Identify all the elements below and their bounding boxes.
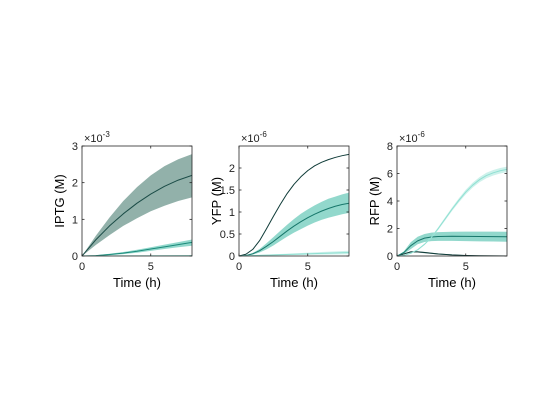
y-axis-label: IPTG (M): [52, 174, 67, 227]
plot-area: [239, 153, 349, 256]
y-tick-label: 3: [72, 141, 78, 153]
y-tick-label: 0: [387, 251, 393, 263]
series-line-2: [239, 202, 349, 256]
plot-area: [397, 166, 507, 256]
exponent-label: ×10-6: [241, 130, 267, 145]
x-tick-label: 0: [79, 261, 85, 273]
y-tick-label: 4: [387, 196, 393, 208]
confidence-band-1: [82, 154, 192, 256]
y-tick-label: 1.5: [220, 185, 235, 197]
series-line-1: [239, 153, 349, 256]
y-tick-label: 2: [72, 178, 78, 190]
exponent-power: -3: [103, 130, 111, 139]
exponent-power: -6: [418, 130, 426, 139]
series-line-2: [397, 235, 507, 256]
chart-panel-1: 0 5 0 1 2 3 ×10-3 Time (h) IPTG (M): [52, 130, 193, 290]
y-axis-label: RFP (M): [367, 177, 382, 226]
y-tick-label: 0.5: [220, 229, 235, 241]
y-tick-label: 1: [72, 214, 78, 226]
exponent-label: ×10-3: [84, 130, 110, 145]
series-line-3: [397, 168, 507, 256]
exponent-label: ×10-6: [399, 130, 425, 145]
y-tick-label: 1: [229, 207, 235, 219]
x-axis-label: Time (h): [270, 275, 318, 290]
x-tick-label: 5: [305, 261, 311, 273]
x-tick-label: 0: [236, 261, 242, 273]
x-axis-label: Time (h): [428, 275, 476, 290]
x-tick-label: 0: [394, 261, 400, 273]
series-line-1: [82, 174, 192, 256]
y-tick-label: 8: [387, 141, 393, 153]
x-tick-label: 5: [148, 261, 154, 273]
x-tick-label: 5: [463, 261, 469, 273]
series-line-3: [239, 251, 349, 256]
y-tick-label: 6: [387, 169, 393, 181]
y-tick-label: 2: [229, 163, 235, 175]
series-line-2: [82, 241, 192, 256]
chart-panel-3: 0 5 0 2 4 6 8 ×10-6 Time (h) RFP (M): [367, 130, 508, 290]
axes-box: [81, 145, 193, 257]
x-axis-label: Time (h): [113, 275, 161, 290]
exponent-base: ×10: [84, 133, 103, 145]
confidence-band-2: [82, 239, 192, 256]
exponent-power: -6: [260, 130, 268, 139]
exponent-base: ×10: [241, 133, 260, 145]
y-tick-label: 0: [72, 251, 78, 263]
y-tick-label: 0: [229, 251, 235, 263]
confidence-band-2: [239, 192, 349, 256]
y-tick-label: 2: [387, 224, 393, 236]
y-axis-label: YFP (M): [209, 177, 224, 225]
axes-box: [238, 145, 350, 257]
exponent-base: ×10: [399, 133, 418, 145]
chart-panel-2: 0 5 0 0.5 1 1.5 2 ×10-6 Time (h) YFP (M): [209, 130, 350, 290]
